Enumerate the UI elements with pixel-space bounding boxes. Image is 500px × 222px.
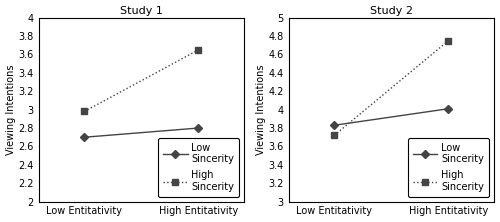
High
Sincerity (196, 49, 202, 51)
High
Sincerity (446, 39, 452, 42)
Low
Sincerity (82, 136, 87, 139)
Legend: Low
Sincerity, High
Sincerity: Low Sincerity, High Sincerity (408, 138, 489, 197)
Line: High
Sincerity: High Sincerity (332, 38, 451, 138)
Legend: Low
Sincerity, High
Sincerity: Low Sincerity, High Sincerity (158, 138, 239, 197)
Y-axis label: Viewing Intentions: Viewing Intentions (6, 64, 16, 155)
Line: Low
Sincerity: Low Sincerity (82, 125, 201, 140)
Low
Sincerity (446, 107, 452, 110)
Title: Study 2: Study 2 (370, 6, 413, 16)
High
Sincerity (82, 110, 87, 113)
Low
Sincerity (196, 127, 202, 129)
Title: Study 1: Study 1 (120, 6, 163, 16)
Low
Sincerity (332, 124, 338, 127)
High
Sincerity (332, 134, 338, 137)
Line: Low
Sincerity: Low Sincerity (332, 106, 451, 128)
Line: High
Sincerity: High Sincerity (82, 47, 201, 114)
Y-axis label: Viewing Intentions: Viewing Intentions (256, 64, 266, 155)
